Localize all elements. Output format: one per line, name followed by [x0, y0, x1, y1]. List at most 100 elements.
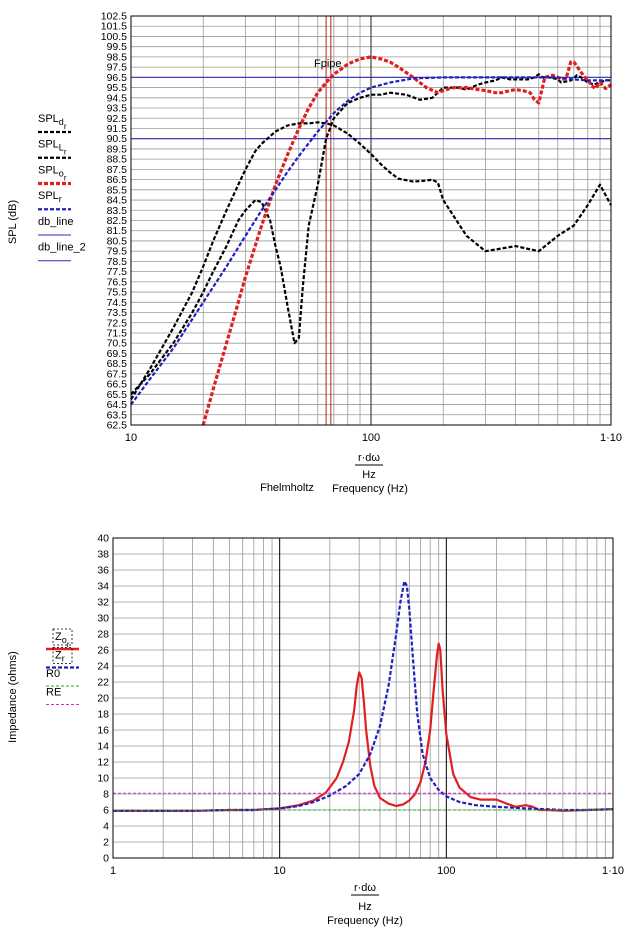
y-tick-label: 32	[97, 597, 109, 609]
legend-label: db_line_2	[38, 242, 86, 254]
y-tick-label: 73.5	[107, 307, 128, 319]
x-tick-label: 100	[437, 865, 455, 877]
y-tick-label: 102.5	[101, 11, 127, 23]
x-tick-label: 10	[125, 432, 137, 444]
legend-item: RE	[46, 686, 79, 705]
legend-sub-subscript: r	[64, 148, 67, 157]
legend-label: Zr	[55, 649, 65, 663]
y-tick-label: 63.5	[107, 409, 128, 421]
y-tick-label: 72.5	[107, 317, 128, 329]
spl-chart: 62.563.564.565.566.567.568.569.570.571.5…	[7, 11, 622, 496]
y-tick-label: 75.5	[107, 287, 128, 299]
plot-border	[112, 537, 614, 859]
legend-label: Zor	[55, 631, 70, 649]
y-tick-label: 4	[103, 821, 109, 833]
spl-legend: SPLdr SPLLr SPLor SPLr db_line db_line_2	[38, 113, 86, 262]
y-tick-label: 85.5	[107, 184, 128, 196]
y-tick-label: 79.5	[107, 246, 128, 258]
y-tick-label: 88.5	[107, 154, 128, 166]
legend-item: db_line	[38, 216, 73, 236]
y-tick-label: 65.5	[107, 389, 128, 401]
series-line	[201, 55, 612, 426]
y-tick-label: 26	[97, 645, 109, 657]
y-tick-label: 40	[97, 533, 109, 545]
y-tick-label: 16	[97, 725, 109, 737]
y-tick-label: 20	[97, 693, 109, 705]
y-tick-label: 90.5	[107, 133, 128, 145]
impedance-plot-frame	[112, 537, 614, 859]
legend-item: SPLLr	[38, 139, 71, 159]
y-tick-label: 71.5	[107, 327, 128, 339]
impedance-x-axis-numerator: r·dω	[354, 882, 376, 894]
legend-subscript: o	[62, 635, 67, 645]
legend-label: R0	[46, 668, 60, 680]
x-tick-label: 1·10	[602, 865, 624, 877]
legend-subscript: o	[59, 168, 64, 178]
impedance-y-axis-title: Impedance (ohms)	[7, 651, 19, 743]
legend-subscript: r	[59, 194, 62, 204]
y-tick-label: 38	[97, 549, 109, 561]
y-tick-label: 0	[103, 853, 109, 865]
y-tick-label: 94.5	[107, 92, 128, 104]
y-tick-label: 91.5	[107, 123, 128, 135]
y-tick-label: 101.5	[101, 21, 127, 33]
legend-item: SPLdr	[38, 113, 71, 134]
series-line	[113, 642, 614, 812]
series-line	[130, 121, 612, 400]
legend-box	[52, 628, 73, 646]
y-tick-label: 81.5	[107, 225, 128, 237]
y-tick-label: 89.5	[107, 143, 128, 155]
spl-x-axis-extra-label: Fhelmholtz	[260, 482, 314, 494]
y-tick-label: 98.5	[107, 51, 128, 63]
x-tick-label: 10	[274, 865, 286, 877]
legend-label: RE	[46, 686, 61, 698]
legend-item: Zr	[46, 647, 79, 669]
series-line	[130, 73, 611, 396]
impedance-series	[113, 580, 614, 812]
y-tick-label: 78.5	[107, 256, 128, 268]
legend-subscript: L	[59, 143, 64, 153]
y-tick-label: 100.5	[101, 31, 127, 43]
spl-plot-frame	[130, 15, 612, 426]
y-tick-label: 82.5	[107, 215, 128, 227]
impedance-x-axis-title: Frequency (Hz)	[327, 915, 403, 927]
y-tick-label: 30	[97, 613, 109, 625]
y-tick-label: 97.5	[107, 62, 128, 74]
y-tick-label: 74.5	[107, 297, 128, 309]
y-tick-label: 28	[97, 629, 109, 641]
y-tick-label: 87.5	[107, 164, 128, 176]
x-tick-label: 100	[362, 432, 380, 444]
y-tick-label: 70.5	[107, 338, 128, 350]
x-tick-label: 1·10	[600, 432, 622, 444]
y-tick-label: 99.5	[107, 41, 128, 53]
y-tick-label: 10	[97, 773, 109, 785]
y-tick-label: 69.5	[107, 348, 128, 360]
legend-label: SPLLr	[38, 139, 67, 157]
legend-subscript: r	[62, 653, 65, 663]
y-tick-label: 92.5	[107, 113, 128, 125]
legend-label: db_line	[38, 216, 73, 228]
y-tick-label: 34	[97, 581, 109, 593]
spl-series	[130, 55, 612, 426]
y-tick-label: 36	[97, 565, 109, 577]
legend-label: SPLor	[38, 164, 67, 182]
legend-box	[52, 647, 73, 664]
spl-annotation-fpipe: Fpipe	[314, 58, 342, 70]
series-line	[113, 580, 614, 812]
legend-item: db_line_2	[38, 242, 86, 262]
y-tick-label: 8	[103, 789, 109, 801]
y-tick-label: 95.5	[107, 82, 128, 94]
plot-border	[130, 15, 612, 426]
legend-sub-subscript: r	[64, 122, 67, 131]
legend-item: SPLr	[38, 190, 71, 211]
legend-item: SPLor	[38, 164, 71, 186]
y-tick-label: 2	[103, 837, 109, 849]
legend-item: R0	[46, 668, 79, 687]
y-tick-label: 80.5	[107, 235, 128, 247]
spl-x-axis-numerator: r·dω	[358, 452, 380, 464]
legend-item: Zor	[46, 628, 79, 651]
